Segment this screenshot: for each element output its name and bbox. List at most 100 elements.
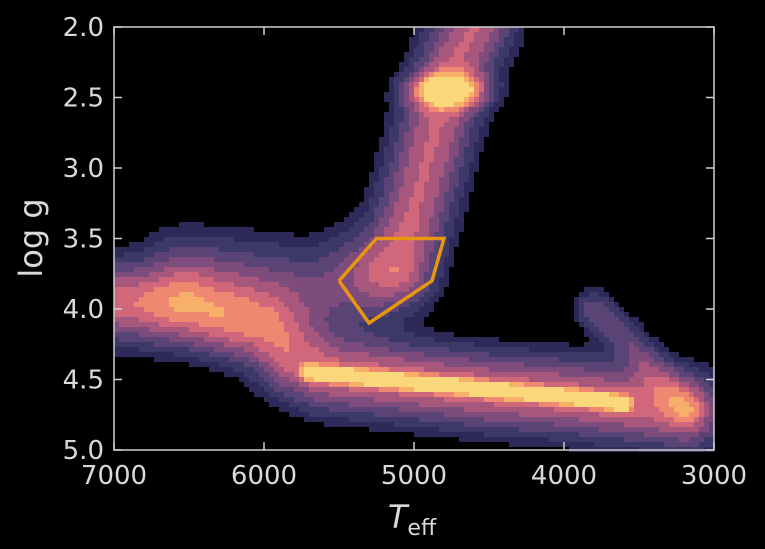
density-cell [609, 352, 614, 357]
density-cell [274, 252, 279, 257]
density-cell [454, 432, 459, 437]
density-cell [234, 312, 239, 317]
density-cell [414, 227, 419, 232]
density-cell [379, 302, 384, 307]
density-cell [284, 297, 289, 302]
density-cell [494, 37, 499, 42]
density-cell [439, 372, 444, 377]
density-cell [609, 327, 614, 332]
density-cell [374, 302, 379, 307]
density-cell [464, 32, 469, 37]
density-cell [239, 347, 244, 352]
density-cell [514, 402, 519, 407]
density-cell [404, 337, 409, 342]
density-cell [299, 312, 304, 317]
density-cell [214, 312, 219, 317]
density-cell [429, 37, 434, 42]
density-cell [279, 342, 284, 347]
density-cell [299, 327, 304, 332]
density-cell [434, 57, 439, 62]
density-cell [474, 357, 479, 362]
density-cell [514, 417, 519, 422]
density-cell [654, 407, 659, 412]
density-cell [344, 312, 349, 317]
density-cell [509, 57, 514, 62]
density-cell [244, 332, 249, 337]
density-cell [464, 52, 469, 57]
density-cell [319, 252, 324, 257]
density-cell [159, 262, 164, 267]
density-cell [509, 407, 514, 412]
density-cell [594, 372, 599, 377]
density-cell [444, 412, 449, 417]
density-cell [424, 417, 429, 422]
density-cell [484, 382, 489, 387]
density-cell [344, 237, 349, 242]
density-cell [324, 257, 329, 262]
density-cell [264, 322, 269, 327]
density-cell [609, 432, 614, 437]
density-cell [309, 297, 314, 302]
density-cell [499, 67, 504, 72]
density-cell [414, 242, 419, 247]
density-cell [659, 407, 664, 412]
density-cell [284, 342, 289, 347]
density-cell [429, 282, 434, 287]
density-cell [269, 247, 274, 252]
density-cell [369, 252, 374, 257]
density-cell [424, 97, 429, 102]
density-cell [414, 182, 419, 187]
density-cell [449, 367, 454, 372]
x-axis-label-main: T [388, 498, 410, 536]
density-cell [444, 162, 449, 167]
density-cell [344, 302, 349, 307]
density-cell [154, 312, 159, 317]
density-cell [684, 392, 689, 397]
density-cell [409, 242, 414, 247]
density-cell [664, 412, 669, 417]
density-cell [529, 352, 534, 357]
density-cell [459, 162, 464, 167]
density-cell [454, 132, 459, 137]
density-cell [399, 382, 404, 387]
density-cell [494, 427, 499, 432]
density-cell [164, 292, 169, 297]
density-cell [274, 242, 279, 247]
density-cell [459, 427, 464, 432]
density-cell [329, 307, 334, 312]
density-cell [354, 277, 359, 282]
density-cell [444, 102, 449, 107]
density-cell [184, 287, 189, 292]
density-cell [409, 67, 414, 72]
density-cell [549, 342, 554, 347]
density-cell [514, 442, 519, 447]
density-cell [484, 117, 489, 122]
density-cell [384, 187, 389, 192]
density-cell [294, 347, 299, 352]
density-cell [384, 172, 389, 177]
density-cell [164, 282, 169, 287]
density-cell [334, 367, 339, 372]
density-cell [344, 402, 349, 407]
density-cell [154, 242, 159, 247]
density-cell [554, 342, 559, 347]
density-cell [359, 377, 364, 382]
density-cell [459, 362, 464, 367]
density-cell [204, 292, 209, 297]
density-cell [364, 252, 369, 257]
density-cell [134, 257, 139, 262]
density-cell [404, 242, 409, 247]
density-cell [259, 247, 264, 252]
density-cell [464, 167, 469, 172]
density-cell [494, 32, 499, 37]
density-cell [514, 377, 519, 382]
density-cell [239, 252, 244, 257]
density-cell [434, 172, 439, 177]
density-cell [454, 57, 459, 62]
density-cell [234, 362, 239, 367]
density-cell [414, 317, 419, 322]
density-cell [584, 387, 589, 392]
density-cell [459, 402, 464, 407]
density-cell [364, 292, 369, 297]
density-cell [634, 377, 639, 382]
